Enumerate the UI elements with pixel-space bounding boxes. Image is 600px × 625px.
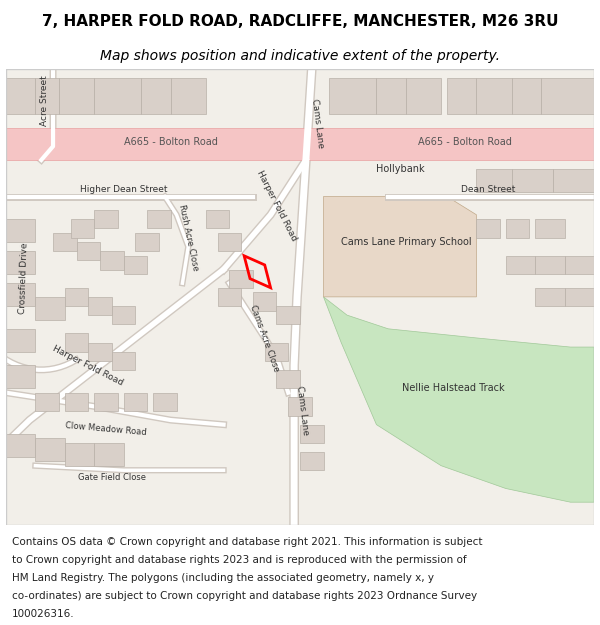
- Bar: [94, 443, 124, 466]
- Text: HM Land Registry. The polygons (including the associated geometry, namely x, y: HM Land Registry. The polygons (includin…: [12, 573, 434, 583]
- Bar: [265, 342, 288, 361]
- Text: 7, HARPER FOLD ROAD, RADCLIFFE, MANCHESTER, M26 3RU: 7, HARPER FOLD ROAD, RADCLIFFE, MANCHEST…: [42, 14, 558, 29]
- Text: Rush Acre Close: Rush Acre Close: [177, 204, 200, 272]
- Text: Clow Meadow Road: Clow Meadow Road: [65, 421, 147, 437]
- Bar: [94, 392, 118, 411]
- Bar: [218, 288, 241, 306]
- Bar: [300, 452, 323, 470]
- Bar: [94, 210, 118, 228]
- Bar: [35, 438, 65, 461]
- Text: Higher Dean Street: Higher Dean Street: [80, 185, 167, 194]
- Bar: [565, 288, 594, 306]
- Bar: [100, 251, 124, 269]
- Bar: [447, 78, 476, 114]
- Polygon shape: [323, 297, 594, 503]
- Bar: [218, 233, 241, 251]
- Bar: [329, 78, 376, 114]
- Bar: [6, 434, 35, 456]
- Bar: [6, 251, 35, 274]
- Bar: [170, 78, 206, 114]
- Bar: [277, 370, 300, 388]
- Bar: [124, 256, 147, 274]
- Bar: [512, 78, 541, 114]
- Bar: [59, 78, 94, 114]
- Text: Gate Field Close: Gate Field Close: [78, 472, 146, 482]
- Bar: [565, 256, 594, 274]
- Bar: [124, 392, 147, 411]
- Bar: [288, 398, 312, 416]
- Text: Cams Acre Close: Cams Acre Close: [248, 303, 281, 372]
- Polygon shape: [323, 196, 476, 297]
- Bar: [506, 219, 529, 238]
- Bar: [88, 297, 112, 315]
- Bar: [35, 78, 59, 114]
- Bar: [88, 342, 112, 361]
- Bar: [206, 210, 229, 228]
- Bar: [229, 269, 253, 288]
- Bar: [535, 219, 565, 238]
- Bar: [35, 297, 65, 319]
- Bar: [65, 443, 94, 466]
- Text: Cams Lane: Cams Lane: [295, 386, 310, 436]
- Text: Harper Fold Road: Harper Fold Road: [52, 344, 125, 387]
- Bar: [253, 292, 277, 311]
- Text: Cams Lane: Cams Lane: [310, 98, 325, 149]
- Bar: [6, 219, 35, 242]
- Bar: [65, 392, 88, 411]
- Bar: [153, 392, 176, 411]
- Bar: [476, 169, 512, 192]
- Bar: [6, 128, 594, 160]
- Bar: [535, 256, 565, 274]
- Bar: [94, 78, 141, 114]
- Bar: [6, 329, 35, 352]
- Bar: [112, 306, 136, 324]
- Text: A665 - Bolton Road: A665 - Bolton Road: [124, 137, 218, 147]
- Bar: [406, 78, 441, 114]
- Text: Hollybank: Hollybank: [376, 164, 424, 174]
- Bar: [277, 306, 300, 324]
- Bar: [6, 365, 35, 388]
- Bar: [147, 210, 170, 228]
- Text: co-ordinates) are subject to Crown copyright and database rights 2023 Ordnance S: co-ordinates) are subject to Crown copyr…: [12, 591, 477, 601]
- Text: Cams Lane Primary School: Cams Lane Primary School: [341, 237, 471, 247]
- Text: Harper Fold Road: Harper Fold Road: [255, 169, 298, 242]
- Text: 100026316.: 100026316.: [12, 609, 74, 619]
- Bar: [6, 283, 35, 306]
- Bar: [65, 333, 88, 352]
- Text: Crossfield Drive: Crossfield Drive: [18, 242, 29, 314]
- Bar: [141, 78, 170, 114]
- Bar: [77, 242, 100, 261]
- Bar: [476, 78, 512, 114]
- Bar: [35, 392, 59, 411]
- Text: Acre Street: Acre Street: [40, 75, 49, 126]
- Text: Dean Street: Dean Street: [461, 185, 515, 194]
- Bar: [65, 288, 88, 306]
- Bar: [541, 78, 594, 114]
- Text: Map shows position and indicative extent of the property.: Map shows position and indicative extent…: [100, 49, 500, 63]
- Bar: [6, 78, 35, 114]
- Text: Nellie Halstead Track: Nellie Halstead Track: [401, 383, 504, 393]
- Text: A665 - Bolton Road: A665 - Bolton Road: [418, 137, 512, 147]
- Text: to Crown copyright and database rights 2023 and is reproduced with the permissio: to Crown copyright and database rights 2…: [12, 555, 467, 565]
- Bar: [71, 219, 94, 238]
- Bar: [112, 352, 136, 370]
- Bar: [553, 169, 594, 192]
- Bar: [136, 233, 159, 251]
- Bar: [512, 169, 553, 192]
- Bar: [506, 256, 535, 274]
- Text: Contains OS data © Crown copyright and database right 2021. This information is : Contains OS data © Crown copyright and d…: [12, 537, 482, 547]
- Bar: [53, 233, 77, 251]
- Bar: [535, 288, 565, 306]
- Bar: [376, 78, 406, 114]
- Bar: [476, 219, 500, 238]
- Bar: [300, 424, 323, 443]
